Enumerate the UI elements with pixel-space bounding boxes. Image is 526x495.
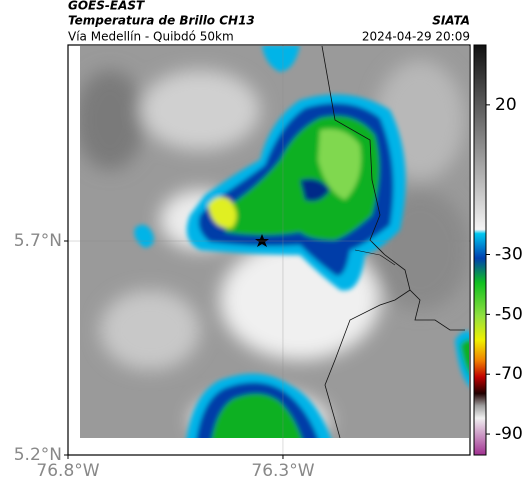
region: Vía Medellín - Quibdó 50km (68, 30, 234, 44)
colorbar (473, 44, 487, 456)
title: GOES-EAST (68, 0, 145, 13)
y-tick-label: 5.2°N (14, 445, 62, 465)
subtitle: Temperatura de Brillo CH13 (68, 14, 255, 28)
colorbar-tick-label: -50 (495, 304, 523, 324)
x-tick-label: 76.8°W (36, 461, 99, 481)
source: SIATA (432, 14, 470, 28)
satellite-image (80, 46, 469, 438)
datetime: 2024-04-29 20:09 (362, 30, 470, 44)
y-tick-label: 5.7°N (14, 231, 62, 251)
colorbar-tick-label: -30 (495, 244, 523, 264)
x-tick-label: 76.3°W (251, 461, 314, 481)
map-frame (67, 44, 471, 456)
colorbar-tick-label: 20 (495, 95, 517, 115)
colorbar-tick-label: -90 (495, 424, 523, 444)
city-marker (255, 234, 269, 247)
colorbar-tick-label: -70 (495, 364, 523, 384)
